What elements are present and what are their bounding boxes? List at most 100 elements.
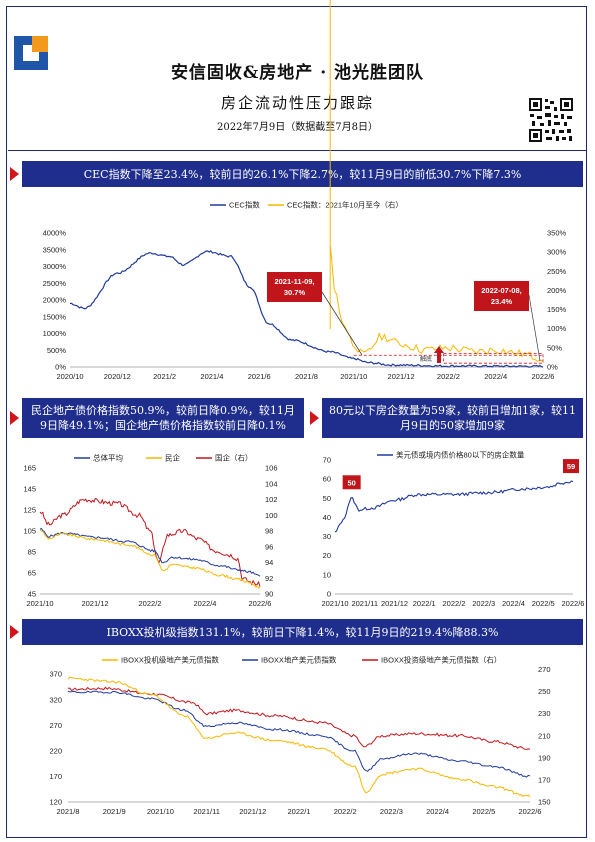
y-tick-left: 500% [47,346,67,355]
x-tick: 2021/10 [340,372,367,381]
ref-box [443,353,544,364]
x-tick: 2022/1 [288,807,311,816]
chart-bond-price-index: 总体平均 民企 国企（右） 45 65 85 105 125 145 165 90 92 94 96 98 1… [23,453,278,609]
legend-iboxx-ig-label: IBOXX投资级地产美元债指数（右） [381,655,501,665]
x-tick: 2021/12 [381,599,408,608]
legend-iboxx-hy-label: IBOXX投机级地产美元债指数 [121,655,219,665]
y-tick-left: 145 [23,485,36,494]
y-tick-right: 250 [538,687,551,696]
y-tick-left: 85 [28,548,36,557]
y-tick-right: 92 [265,574,273,583]
y-tick-left: 120 [49,798,62,807]
x-tick: 2021/8 [295,372,318,381]
y-tick-right: 210 [538,731,551,740]
x-tick: 2022/1 [413,599,436,608]
y-tick-right: 102 [265,495,278,504]
y-tick-right: 270 [538,665,551,674]
callout-leader-2 [528,294,541,362]
y-tick-right: 98 [265,527,273,536]
y-tick-left: 2000% [43,296,67,305]
x-tick: 2022/4 [484,372,507,381]
y-tick-left: 2500% [43,279,67,288]
report-date: 2022年7月9日（数据截至7月8日） [217,122,378,133]
y-tick-left: 0% [55,363,66,372]
y-tick-left: 45 [28,590,36,599]
y-tick-right: 150% [547,305,567,314]
legend-avg-label: 总体平均 [93,453,123,463]
banner-cec: CEC指数下降至23.4%，较前日的26.1%下降2.7%，较11月9日的前低3… [22,161,583,187]
legend-state-label: 国企（右） [215,453,253,463]
callout-note: 触底 [420,355,432,363]
x-tick: 2022/3 [380,807,403,816]
y-tick-right: 250% [547,267,567,276]
report-title: 安信固收&房地产 · 池光胜团队 [170,63,425,83]
y-tick: 50 [323,494,331,503]
x-tick: 2021/2 [153,372,176,381]
legend-cec-label: CEC指数 [229,200,260,210]
legend-iboxx-all-label: IBOXX地产美元债指数 [261,655,337,665]
header-divider [8,150,586,151]
callout-text-1b: 30.7% [284,288,306,297]
y-tick: 40 [323,513,331,522]
banner-arrow-4 [10,625,19,639]
x-tick: 2021/11 [351,599,378,608]
x-tick: 2022/6 [249,599,272,608]
y-tick-right: 170 [538,775,551,784]
y-tick-left: 1000% [43,329,67,338]
callout-box-2 [474,281,529,311]
y-tick: 0 [327,590,331,599]
x-tick: 2021/10 [147,807,174,816]
y-tick-right: 350% [547,229,567,238]
banner-iboxx: IBOXX投机级指数131.1%，较前日下降1.4%，较11月9日的219.4%… [22,619,583,645]
qr-code [528,97,574,143]
x-tick: 2021/4 [200,372,223,381]
legend-private-label: 民企 [165,453,180,463]
iboxx-all-series [67,690,531,778]
chart-iboxx: IBOXX投机级地产美元债指数 IBOXX地产美元债指数 IBOXX投资级地产美元债… [49,655,551,817]
label-59: 59 [567,462,575,471]
avg-series [39,527,261,577]
banner-arrow-3 [310,411,319,425]
y-tick: 30 [323,532,331,541]
chart-count-below-80: 美元债或境内债价格80以下的房企数量 0 10 20 30 40 50 60 70 2021/10… [321,450,585,609]
x-tick: 2021/6 [248,372,271,381]
y-tick-right: 190 [538,753,551,762]
y-tick-right: 90 [265,590,273,599]
banner-count-80: 80元以下房企数量为59家，较前日增加1家，较11月9日的50家增加9家 [322,398,583,438]
x-tick: 2022/6 [519,807,542,816]
callout-text-2a: 2022-07-08, [481,286,521,295]
y-tick-right: 96 [265,542,273,551]
x-tick: 2022/2 [139,599,162,608]
y-tick-left: 1500% [43,312,67,321]
x-tick: 2020/12 [104,372,131,381]
label-box-59 [563,459,579,474]
cec-series [70,249,544,368]
y-tick-right: 100 [265,511,278,520]
x-tick: 2022/6 [532,372,555,381]
y-tick-right: 300% [547,248,567,257]
y-tick-right: 230 [538,709,551,718]
callout-text-1a: 2021-11-09, [274,277,314,286]
legend-count-label: 美元债或境内债价格80以下的房企数量 [396,450,525,460]
x-tick: 2021/12 [239,807,266,816]
y-tick-left: 3000% [43,262,67,271]
y-tick-left: 105 [23,527,36,536]
x-tick: 2021/8 [57,807,80,816]
y-tick-right: 50% [547,343,562,352]
report-subtitle: 房企流动性压力跟踪 [220,94,374,112]
x-tick: 2022/6 [562,599,585,608]
y-tick-right: 100% [547,324,567,333]
y-tick-right: 150 [538,798,551,807]
y-tick-right: 106 [265,464,278,473]
y-tick-left: 125 [23,506,36,515]
y-tick-left: 270 [49,721,62,730]
x-tick: 2022/4 [426,807,449,816]
x-tick: 2022/4 [502,599,525,608]
x-tick: 2022/3 [472,599,495,608]
x-tick: 2020/10 [56,372,83,381]
state-series [39,497,261,587]
y-tick-left: 220 [49,746,62,755]
y-tick: 20 [323,551,331,560]
banner-private-bond: 民企地产债价格指数50.9%，较前日降0.9%，较11月9日降49.1%；国企地… [22,398,304,438]
x-tick: 2021/9 [103,807,126,816]
